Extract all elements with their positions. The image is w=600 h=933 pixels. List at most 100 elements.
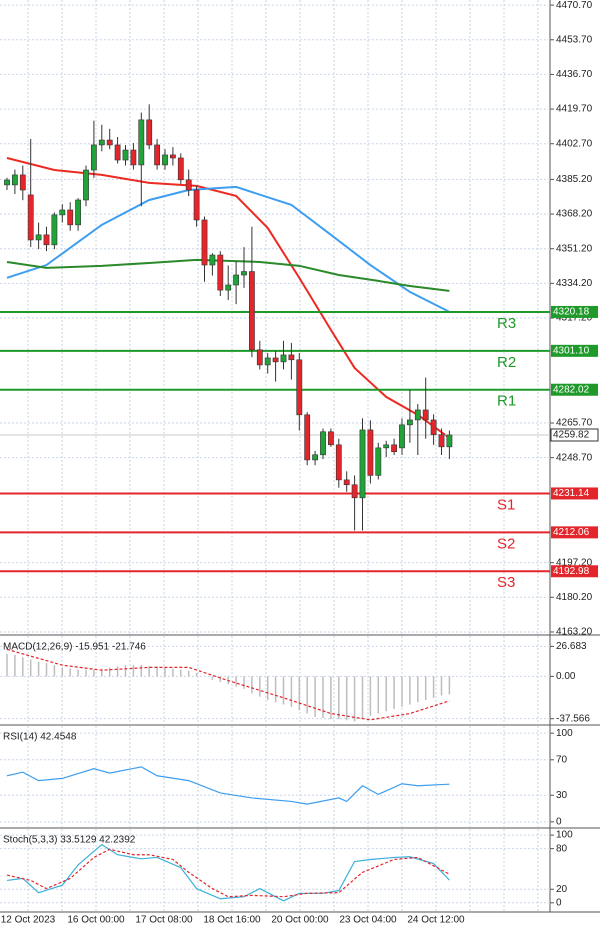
candle-body	[249, 271, 255, 351]
candle-body	[280, 354, 287, 363]
candle-body	[272, 357, 279, 363]
y-tick-label: 4334.20	[556, 278, 593, 289]
y-tick-label: 0	[556, 897, 562, 908]
candle-body	[43, 234, 50, 246]
candle-body	[312, 454, 318, 461]
candle-body	[414, 409, 421, 421]
candle-body	[256, 349, 263, 366]
y-tick-label: 4317.20	[556, 313, 593, 324]
y-tick-label: 4265.70	[556, 418, 593, 429]
y-tick-label: 70	[556, 754, 568, 765]
candle-body	[19, 174, 26, 191]
candle-body	[27, 194, 34, 241]
candle-body	[241, 271, 247, 276]
candle-body	[438, 434, 445, 448]
indicator-line	[6, 157, 450, 439]
candle-body	[391, 444, 397, 453]
y-tick-label: 4368.20	[556, 209, 593, 220]
candle-body	[201, 219, 208, 266]
level-value-label: 4301.10	[553, 345, 590, 356]
candle-body	[75, 199, 81, 226]
indicator-title: RSI(14) 42.4548	[3, 732, 77, 743]
level-value-box	[551, 565, 598, 578]
candle-body	[383, 444, 390, 449]
x-tick-label: 23 Oct 04:00	[339, 915, 397, 926]
last-price-label: 4259.82	[553, 430, 590, 441]
level-value-box	[551, 526, 598, 539]
last-price-box	[550, 428, 599, 442]
candle-body	[4, 179, 10, 186]
candle-body	[446, 434, 453, 448]
candle-body	[359, 429, 366, 499]
candle-body	[12, 174, 18, 186]
y-tick-label: 100	[556, 830, 573, 841]
level-value-box	[551, 305, 598, 318]
level-name: R3	[497, 315, 516, 332]
level-value-box	[551, 383, 598, 396]
candle-body	[122, 149, 129, 161]
level-name: R2	[497, 354, 516, 371]
candle-body	[209, 254, 216, 266]
level-value-label: 4320.18	[553, 307, 590, 318]
level-value-box	[551, 344, 598, 357]
candle-body	[288, 354, 295, 361]
y-tick-label: 4436.70	[556, 69, 593, 80]
y-tick-label: 4180.20	[556, 592, 593, 603]
candle-body	[67, 209, 74, 226]
y-tick-label: 80	[556, 843, 568, 854]
x-tick-label: 20 Oct 00:00	[271, 915, 329, 926]
level-name: S1	[497, 496, 515, 513]
candle-body	[35, 234, 42, 241]
indicator-line	[6, 185, 450, 313]
candle-body	[177, 157, 184, 181]
candle-body	[406, 419, 413, 426]
level-value-label: 4231.14	[553, 488, 590, 499]
x-tick-label: 18 Oct 16:00	[203, 915, 261, 926]
candle-body	[106, 139, 113, 146]
y-tick-label: 4402.70	[556, 138, 593, 149]
y-tick-label: 4163.20	[556, 627, 593, 638]
y-tick-label: 26.683	[556, 641, 587, 652]
candle-body	[296, 359, 303, 416]
candle-body	[233, 274, 239, 286]
level-name: R1	[497, 393, 516, 410]
candle-body	[399, 424, 405, 449]
candle-body	[130, 149, 137, 166]
candle-body	[83, 169, 89, 201]
candle-body	[170, 154, 176, 159]
indicator-title: Stoch(5,3,3) 33.5129 42.2392	[3, 835, 136, 846]
y-tick-label: 0.00	[556, 671, 576, 682]
indicator-line	[6, 843, 450, 902]
indicator-line	[6, 258, 450, 292]
level-value-label: 4282.02	[553, 384, 590, 395]
y-tick-label: 0	[556, 816, 562, 827]
candle-body	[98, 139, 105, 146]
candle-body	[51, 214, 58, 246]
candle-body	[367, 429, 374, 476]
candle-body	[430, 419, 437, 435]
candle-body	[343, 479, 350, 486]
candle-body	[146, 119, 153, 146]
y-tick-label: 4419.70	[556, 104, 593, 115]
candle-body	[162, 154, 168, 166]
level-value-label: 4212.06	[553, 527, 590, 538]
candle-body	[327, 431, 334, 446]
x-tick-label: 16 Oct 00:00	[67, 915, 125, 926]
y-tick-label: 4470.70	[556, 0, 593, 11]
level-name: S3	[497, 574, 515, 591]
indicator-line	[6, 848, 450, 898]
candle-body	[185, 179, 192, 191]
candle-body	[193, 189, 200, 221]
y-tick-label: 4385.20	[556, 174, 593, 185]
y-tick-label: -37.566	[556, 713, 590, 724]
x-tick-label: 24 Oct 12:00	[407, 915, 465, 926]
candle-body	[59, 209, 66, 216]
candle-body	[422, 409, 429, 421]
level-value-label: 4192.98	[553, 566, 590, 577]
candle-body	[264, 357, 271, 366]
candle-body	[114, 144, 121, 161]
indicator-line	[6, 648, 450, 721]
level-name: S2	[497, 535, 515, 552]
